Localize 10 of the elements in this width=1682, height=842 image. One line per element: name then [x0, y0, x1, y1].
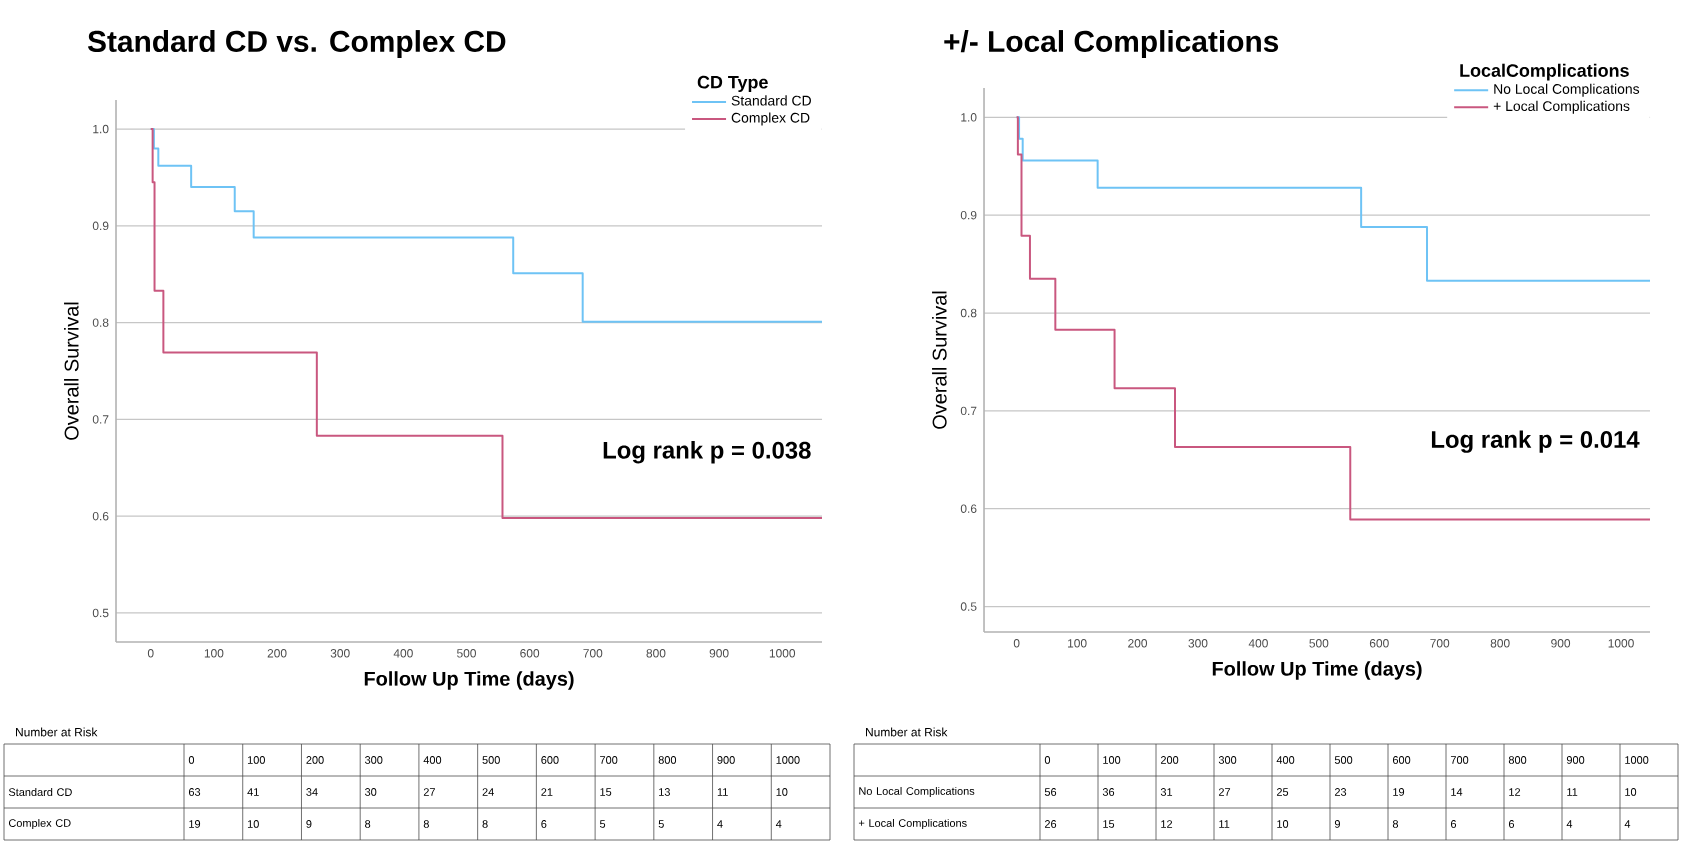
annotation: Log rank p = 0.014 — [1431, 430, 1640, 453]
chart-title: +/- Local Complications — [944, 30, 1279, 58]
chart-title: Standard CD vs. Complex CD — [87, 30, 506, 58]
y-axis-title: Overall Survival — [64, 302, 79, 440]
x-axis-title: Follow Up Time (days) — [1212, 661, 1422, 680]
legend-title: LocalComplications — [1460, 63, 1629, 81]
annotation: Log rank p = 0.038 — [603, 441, 811, 464]
y-axis-title: Overall Survival — [932, 291, 947, 429]
legend-title: CD Type — [697, 75, 768, 93]
x-axis-title: Follow Up Time (days) — [364, 671, 574, 690]
